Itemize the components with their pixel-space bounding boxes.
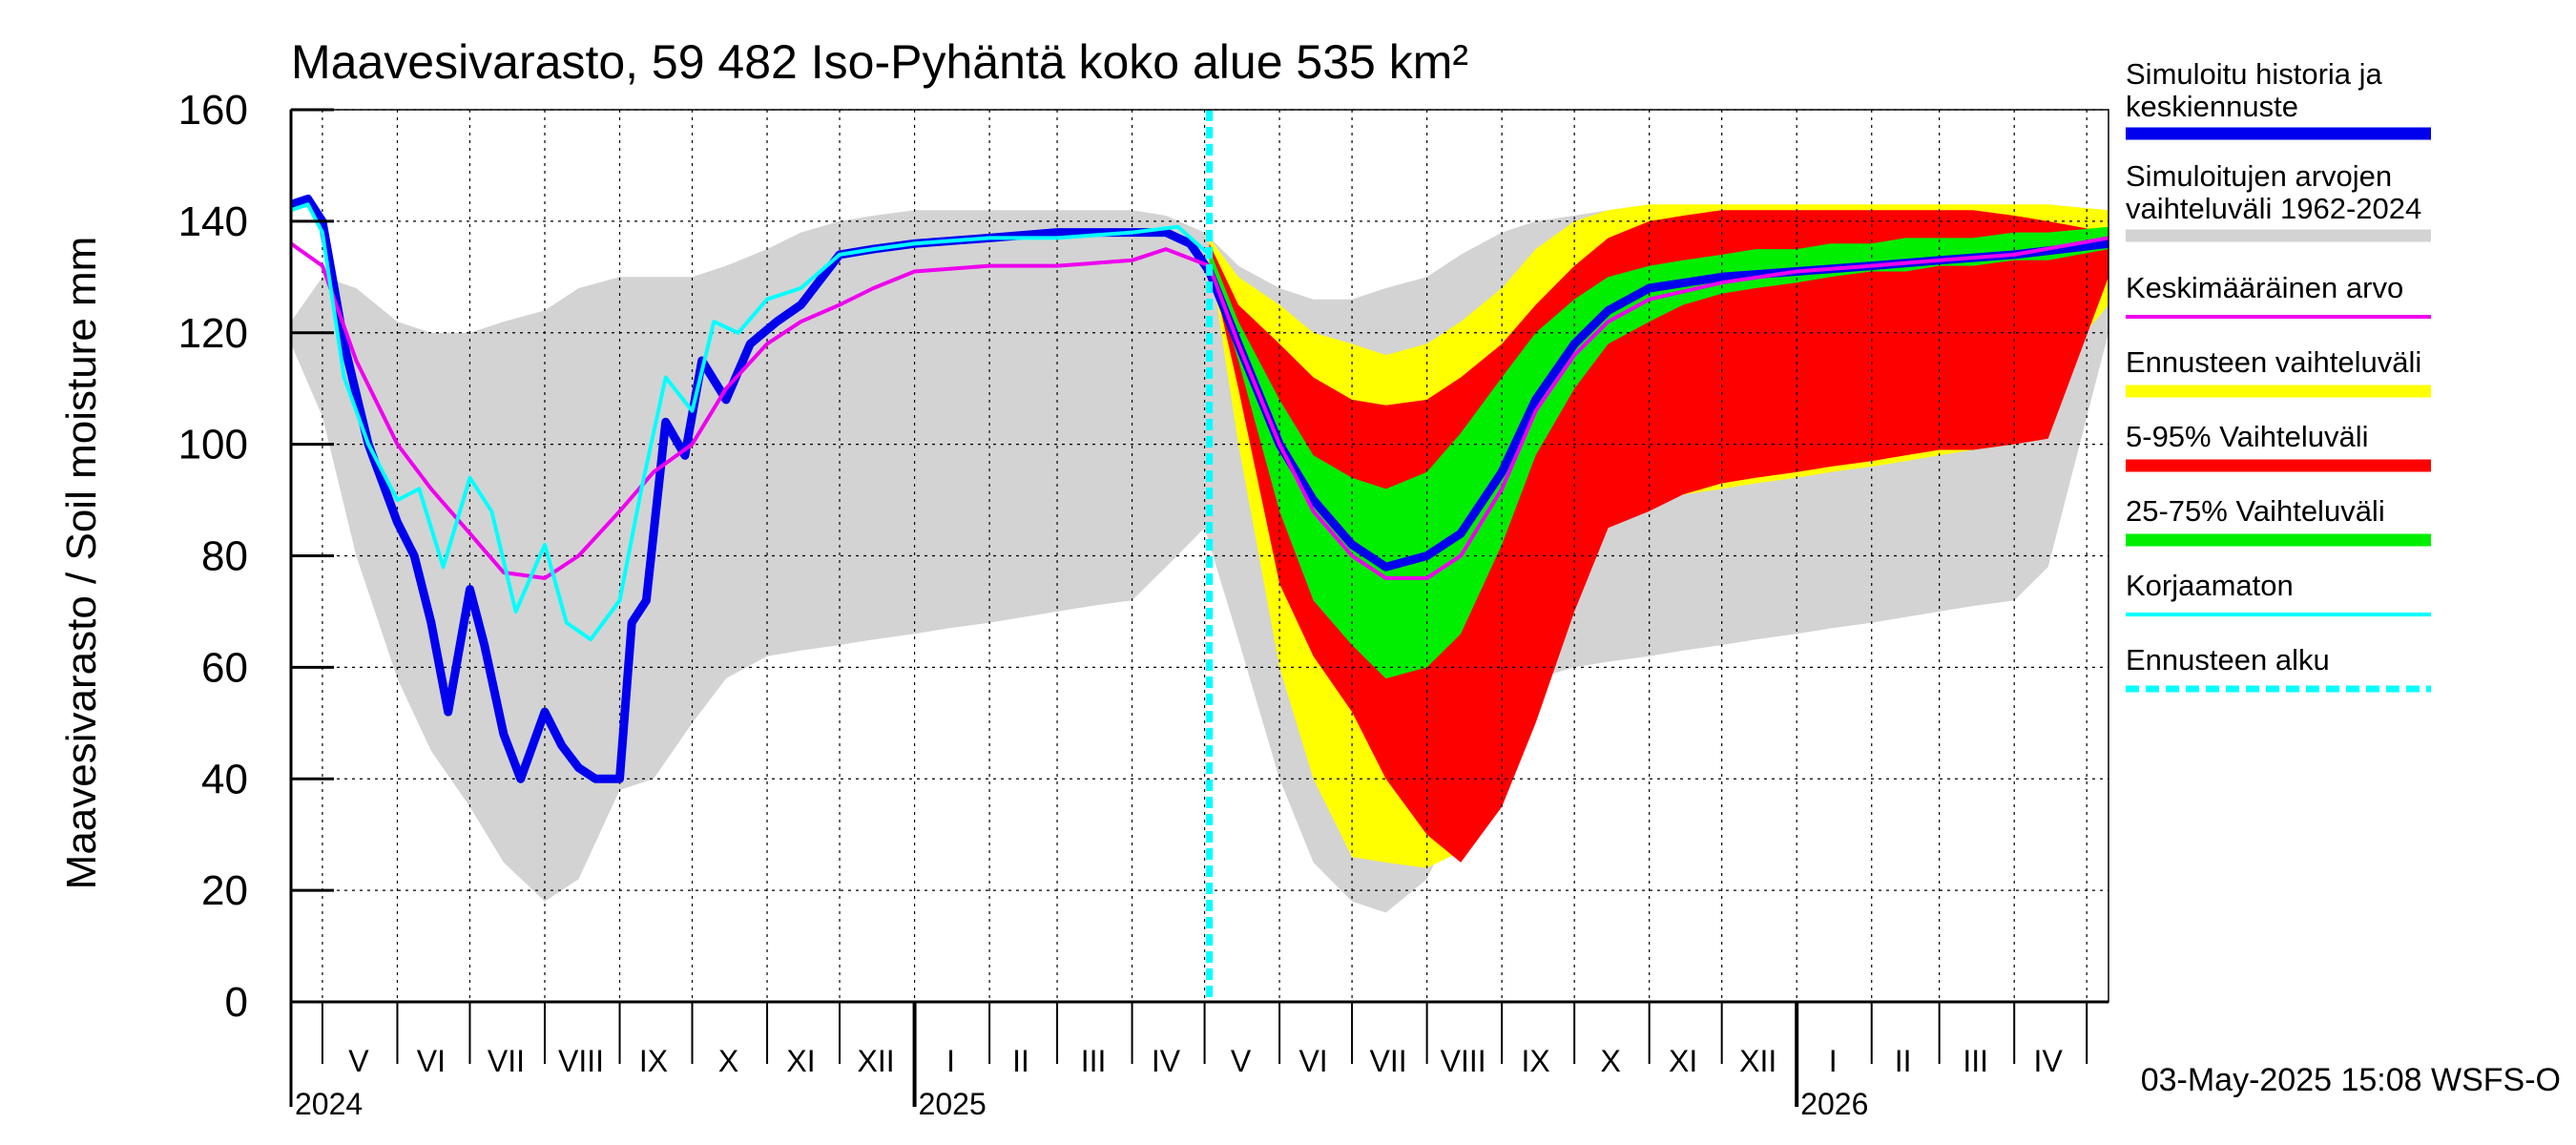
legend-label-5: 25-75% Vaihteluväli <box>2126 494 2385 528</box>
y-tick-label-7: 140 <box>178 198 248 245</box>
month-label-6: XI <box>786 1044 815 1078</box>
legend-label-line-2: keskiennuste <box>2126 90 2298 123</box>
year-label-2: 2026 <box>1800 1087 1868 1121</box>
month-label-15: VIII <box>1441 1044 1486 1078</box>
month-label-13: VI <box>1298 1044 1327 1078</box>
band-series-2 <box>1209 210 2109 863</box>
month-label-9: II <box>1012 1044 1029 1078</box>
legend-layer: Simuloitu historia ja keskiennusteSimuloi… <box>2126 57 2431 693</box>
legend-label-6: Korjaamaton <box>2126 569 2294 602</box>
month-label-23: IV <box>2034 1044 2064 1078</box>
y-tick-label-4: 80 <box>201 533 248 580</box>
y-tick-label-1: 20 <box>201 867 248 914</box>
legend-label-7: Ennusteen alku <box>2126 643 2330 677</box>
month-label-4: IX <box>639 1044 668 1078</box>
month-label-10: III <box>1081 1044 1107 1078</box>
band-layer <box>291 204 2109 913</box>
y-tick-label-3: 60 <box>201 644 248 691</box>
y-tick-label-2: 40 <box>201 756 248 802</box>
y-tick-label-0: 0 <box>225 979 248 1026</box>
month-label-21: II <box>1895 1044 1912 1078</box>
legend-label-2: Keskimääräinen arvo <box>2126 271 2403 304</box>
month-label-5: X <box>718 1044 738 1078</box>
line-layer <box>291 195 2109 783</box>
month-label-8: I <box>946 1044 955 1078</box>
month-label-22: III <box>1963 1044 1988 1078</box>
footer-timestamp: 03-May-2025 15:08 WSFS-O <box>2141 1062 2561 1098</box>
legend-label-line-1: Simuloitu historia ja <box>2126 57 2383 91</box>
month-label-16: IX <box>1522 1044 1550 1078</box>
line-series-4 <box>291 195 2109 783</box>
month-label-17: X <box>1600 1044 1620 1078</box>
month-label-14: VII <box>1370 1044 1407 1078</box>
band-series-3 <box>1209 226 2109 679</box>
y-tick-label-8: 160 <box>178 87 248 134</box>
legend-label-3: Ennusteen vaihteluväli <box>2126 345 2421 379</box>
y-tick-label-6: 120 <box>178 310 248 357</box>
month-label-19: XII <box>1739 1044 1776 1078</box>
year-label-0: 2024 <box>295 1087 363 1121</box>
month-label-0: V <box>348 1044 369 1078</box>
month-label-1: VI <box>417 1044 446 1078</box>
month-label-18: XI <box>1669 1044 1697 1078</box>
legend-label-line-1: Simuloitujen arvojen <box>2126 159 2392 193</box>
month-label-12: V <box>1231 1044 1252 1078</box>
legend-label-line-2: vaihteluväli 1962-2024 <box>2126 192 2421 225</box>
year-label-1: 2025 <box>919 1087 987 1121</box>
month-label-7: XII <box>857 1044 894 1078</box>
legend-label-4: 5-95% Vaihteluväli <box>2126 420 2368 453</box>
line-series-6 <box>291 202 1212 642</box>
legend-label-1: Simuloitujen arvojen vaihteluväli 1962-20… <box>2126 159 2421 225</box>
month-label-20: I <box>1829 1044 1838 1078</box>
legend-label-0: Simuloitu historia ja keskiennuste <box>2126 57 2383 123</box>
month-label-11: IV <box>1152 1044 1181 1078</box>
y-axis-label: Maavesivarasto / Soil moisture mm <box>58 237 105 890</box>
y-tick-label-5: 100 <box>178 422 248 468</box>
month-label-2: VII <box>488 1044 525 1078</box>
chart-title: Maavesivarasto, 59 482 Iso-Pyhäntä koko … <box>291 35 1468 89</box>
month-label-3: VIII <box>558 1044 604 1078</box>
